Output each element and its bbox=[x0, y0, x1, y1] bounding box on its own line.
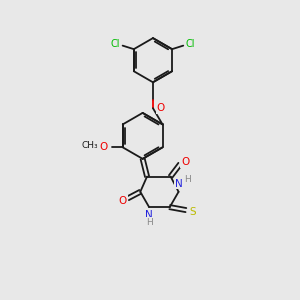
Text: O: O bbox=[157, 103, 165, 113]
Text: O: O bbox=[100, 142, 108, 152]
Text: O: O bbox=[119, 196, 127, 206]
Text: CH₃: CH₃ bbox=[82, 141, 98, 150]
Text: Cl: Cl bbox=[186, 39, 195, 49]
Text: N: N bbox=[145, 210, 153, 220]
Text: S: S bbox=[189, 206, 196, 217]
Text: H: H bbox=[184, 175, 191, 184]
Text: N: N bbox=[175, 178, 182, 189]
Text: H: H bbox=[146, 218, 152, 227]
Text: Cl: Cl bbox=[111, 39, 120, 49]
Text: O: O bbox=[181, 157, 189, 167]
